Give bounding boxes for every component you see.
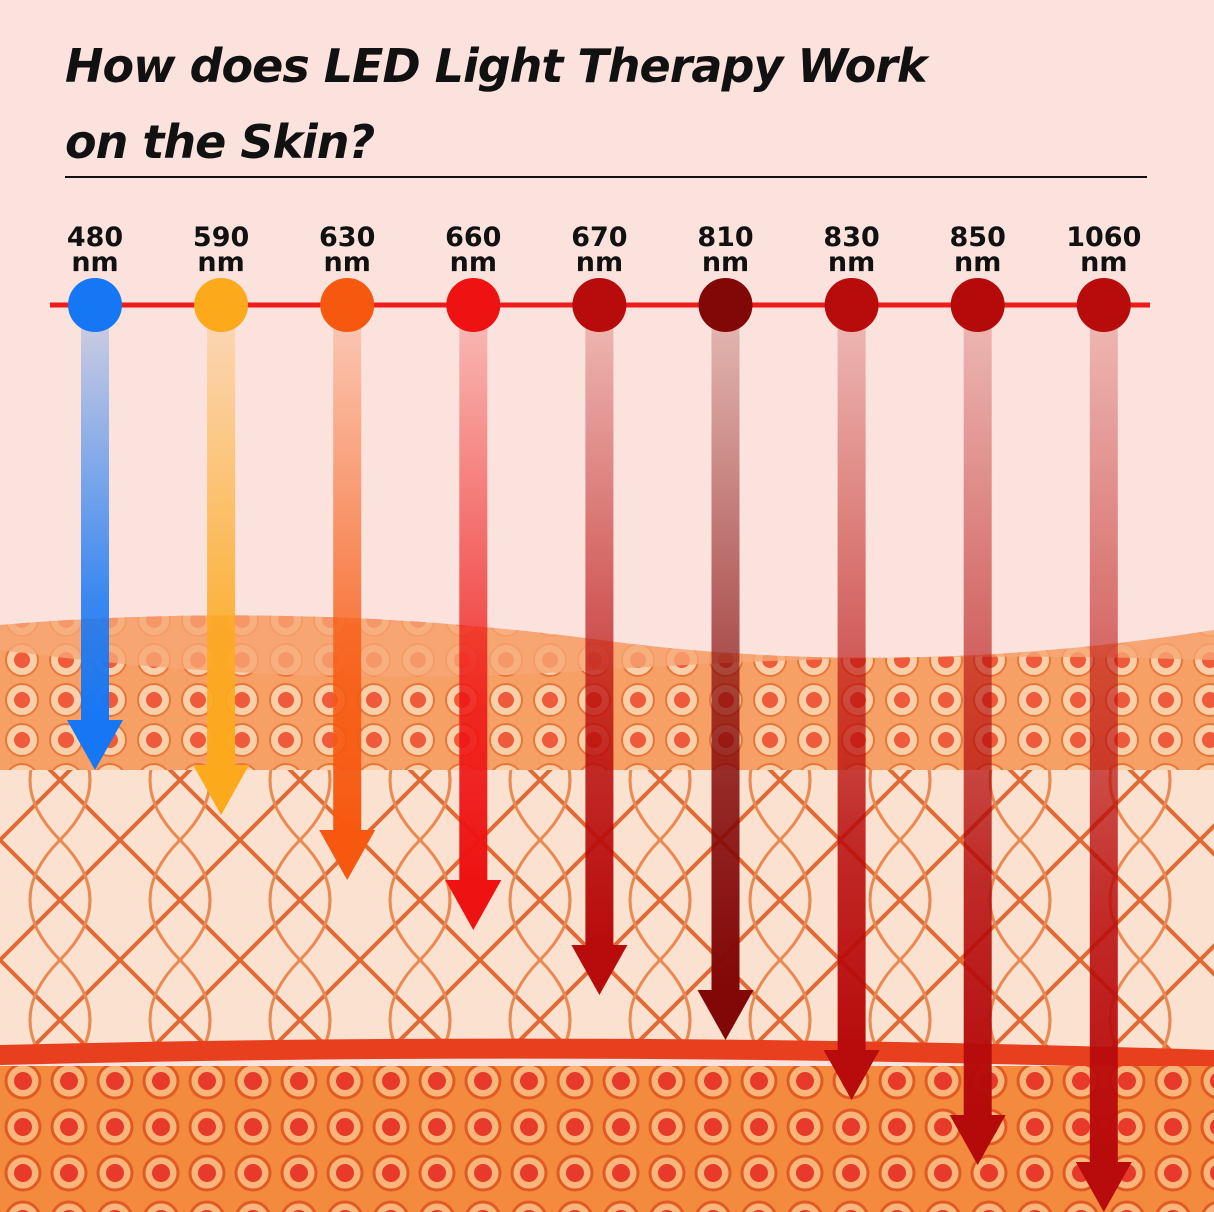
arrow-head [949, 1115, 1006, 1165]
arrow-shaft [963, 320, 992, 1117]
arrow-head [823, 1050, 880, 1100]
wavelength-unit: nm [324, 247, 371, 278]
arrow-shaft [711, 320, 740, 992]
wavelength-value: 480 [67, 222, 123, 253]
wavelength-unit: nm [954, 247, 1001, 278]
wavelength-value: 850 [950, 222, 1006, 253]
wavelength-value: 830 [823, 222, 879, 253]
wavelength-value: 590 [193, 222, 249, 253]
wavelength-unit: nm [828, 247, 875, 278]
wavelength-unit: nm [197, 247, 244, 278]
arrow-shaft [207, 320, 236, 767]
arrow-shaft [585, 320, 614, 947]
wavelength-value: 1060 [1066, 222, 1141, 253]
arrow-head [445, 880, 502, 930]
arrow-shaft [1089, 320, 1118, 1164]
arrow-shaft [459, 320, 488, 882]
wavelength-value: 630 [319, 222, 375, 253]
arrow-head [67, 720, 123, 770]
arrow-head [319, 830, 376, 880]
wavelength-dot [320, 278, 375, 332]
title-line: How does LED Light Therapy Work [65, 39, 930, 93]
wavelength-unit: nm [576, 247, 623, 278]
wavelength-unit: nm [1080, 247, 1127, 278]
layer-boundary [0, 1038, 1214, 1070]
arrow-shaft [81, 320, 109, 722]
arrow-head [697, 990, 754, 1040]
arrow-shaft [333, 320, 362, 832]
hypodermis [0, 1066, 1214, 1212]
wavelength-dot [446, 278, 501, 332]
wavelength-dot [572, 278, 627, 332]
wavelength-dot [824, 278, 879, 332]
wavelength-dot [1076, 278, 1131, 332]
wavelength-unit: nm [450, 247, 497, 278]
arrow-head [1075, 1162, 1132, 1212]
arrow-shaft [837, 320, 866, 1052]
wavelength-value: 810 [697, 222, 753, 253]
wavelength-dot [68, 278, 122, 332]
wavelength-dot [950, 278, 1005, 332]
wavelength-unit: nm [702, 247, 749, 278]
title-line: on the Skin? [65, 115, 375, 169]
wavelength-unit: nm [71, 247, 118, 278]
arrow-head [571, 945, 628, 995]
wavelength-dot [194, 278, 249, 332]
wavelength-value: 660 [445, 222, 501, 253]
wavelength-dot [698, 278, 753, 332]
arrow-head [193, 765, 250, 815]
wavelength-value: 670 [571, 222, 627, 253]
